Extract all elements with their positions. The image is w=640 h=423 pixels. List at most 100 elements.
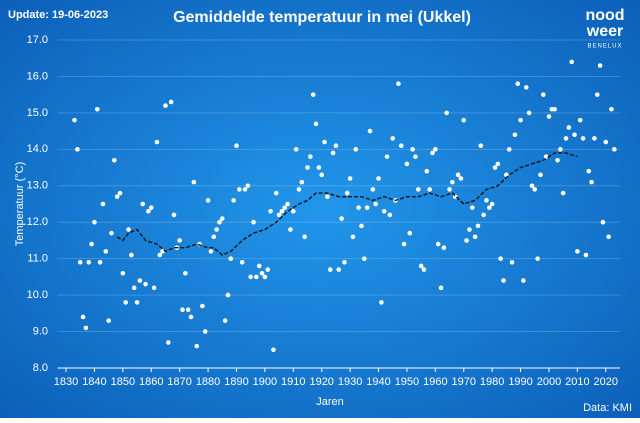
chart-title: Gemiddelde temperatuur in mei (Ukkel) [173,9,471,26]
point [273,190,279,196]
x-tick-label: 1980 [480,376,504,388]
point [450,179,455,185]
point [248,274,253,280]
y-tick-label: 12.0 [27,216,48,228]
point [577,117,583,123]
point [532,187,538,192]
point [515,81,521,87]
point [200,303,205,309]
point [384,154,390,159]
point [245,183,251,189]
point [364,205,370,210]
point [120,270,126,276]
logo-region: BENELUX [587,44,622,50]
point [214,227,219,232]
point [285,201,290,207]
point [381,208,387,214]
point [279,208,285,214]
point [492,165,498,170]
y-tick-label: 10.0 [27,289,48,301]
point [154,139,160,145]
point [427,187,432,192]
point [387,212,393,218]
point [305,165,310,170]
point [583,252,589,258]
point [495,161,501,167]
point [222,318,228,323]
point [265,267,271,272]
point [362,256,367,261]
point [310,92,316,97]
x-axis-title: Jaren [316,396,344,408]
point [438,285,444,291]
point [612,147,617,152]
point [302,234,307,240]
point [569,59,575,65]
point [256,263,262,269]
point [373,201,378,207]
point [146,208,151,214]
point [262,274,268,280]
point [163,103,168,108]
point [586,168,592,174]
point [344,190,350,196]
point [396,81,401,87]
point [336,267,342,272]
point [183,270,188,276]
point [433,147,438,152]
point [180,307,185,312]
point [77,260,83,265]
point [447,187,452,192]
point [191,179,197,185]
update-label: Update: 19-06-2023 [8,9,108,21]
point [359,223,364,229]
logo: nood weer BENELUX [585,7,624,49]
point [202,329,208,334]
point [401,241,407,247]
x-tick-label: 1890 [224,376,248,388]
point [211,234,217,240]
x-tick-label: 1920 [309,376,333,388]
point [143,281,148,287]
point [606,234,611,240]
point [435,241,441,247]
point [276,212,282,218]
point [131,285,137,291]
logo-bottom: weer [586,23,623,40]
point [353,147,359,152]
point [157,252,163,258]
point [580,136,586,141]
point [523,85,529,90]
point [347,176,353,181]
point [123,300,128,305]
point [370,187,376,192]
point [467,227,472,232]
point [469,205,475,210]
point [572,132,577,138]
point [282,205,288,210]
y-tick-label: 15.0 [27,107,48,119]
point [350,234,356,240]
point [290,208,296,214]
x-tick-label: 1840 [82,376,106,388]
point [464,238,469,243]
point [239,260,245,265]
y-tick-label: 16.0 [27,70,48,82]
point [418,263,424,269]
point [219,216,225,221]
y-tick-label: 8.0 [33,362,48,374]
point [498,256,503,261]
point [268,208,273,214]
point [129,252,134,258]
y-tick-label: 13.0 [27,180,48,192]
x-tick-label: 2000 [537,376,561,388]
point [410,147,415,152]
point [444,110,450,116]
point [109,230,114,236]
point [313,121,319,127]
point [404,161,410,167]
point [555,157,560,163]
point [92,219,97,225]
point [100,201,106,207]
point [521,278,526,283]
